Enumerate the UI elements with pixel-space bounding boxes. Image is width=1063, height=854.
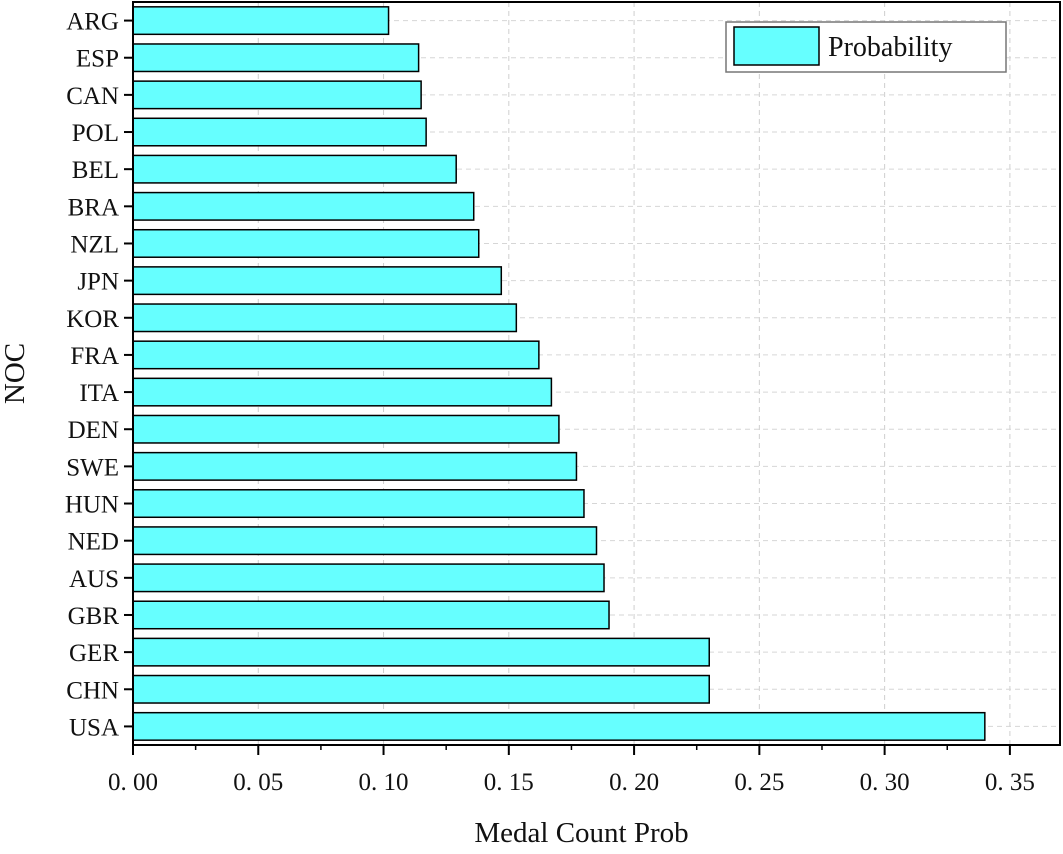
bar-pol [132,117,427,147]
bar-fra [132,340,540,370]
x-tick-label: 0. 10 [359,769,409,796]
y-tick-label: FRA [70,343,119,370]
legend: Probability [725,21,1007,73]
y-tick-label: NZL [70,231,119,258]
y-tick-label: DEN [68,417,119,444]
y-tick-label: NED [68,529,119,556]
bar-nzl [132,228,480,258]
bar-jpn [132,266,503,296]
y-tick-label: ESP [76,46,119,73]
y-tick-label: AUS [69,566,119,593]
bar-esp [132,43,420,73]
y-axis-title: NOC [0,343,31,404]
x-tick-label: 0. 05 [233,769,283,796]
y-tick-label: ARG [66,9,119,36]
bar-swe [132,451,578,481]
y-axis-ticks: USA CHN GER GBR AUS NED HUN SWE DEN ITA FRA KOR JPN N… [65,9,133,741]
bar-hun [132,489,585,519]
bar-usa [132,711,986,741]
plot-frame [132,1,1061,746]
bar-ned [132,526,598,556]
bar-ger [132,637,710,667]
bars [132,6,986,741]
bar-aus [132,563,605,593]
x-tick-label: 0. 35 [985,769,1035,796]
x-tick-label: 0. 20 [609,769,659,796]
legend-label: Probability [828,32,952,63]
bar-bra [132,191,475,221]
y-tick-label: BRA [68,194,119,221]
x-tick-label: 0. 00 [108,769,158,796]
bar-chn [132,674,710,704]
y-tick-label: KOR [66,306,119,333]
y-tick-label: SWE [66,454,119,481]
y-tick-label: CHN [66,677,119,704]
y-tick-label: GBR [68,603,120,630]
x-tick-label: 0. 25 [734,769,784,796]
x-tick-label: 0. 30 [860,769,910,796]
gridlines [133,2,1060,745]
bar-bel [132,154,457,184]
bar-gbr [132,600,610,630]
y-tick-label: JPN [77,269,119,296]
y-tick-label: HUN [65,492,119,519]
bar-can [132,80,422,110]
y-tick-label: CAN [66,83,119,110]
x-axis-title: Medal Count Prob [474,817,688,849]
y-tick-label: GER [69,640,119,667]
y-tick-label: ITA [79,380,119,407]
bar-kor [132,303,518,333]
bar-ita [132,377,553,407]
y-tick-label: POL [72,120,119,147]
y-tick-label: USA [69,714,119,741]
legend-swatch [733,26,820,66]
x-axis-ticks: 0. 00 0. 05 0. 10 0. 15 0. 20 0. 25 0. 30 0. 35 [108,745,1035,796]
x-tick-label: 0. 15 [484,769,534,796]
bar-arg [132,6,390,36]
y-tick-label: BEL [72,157,119,184]
bar-den [132,414,560,444]
